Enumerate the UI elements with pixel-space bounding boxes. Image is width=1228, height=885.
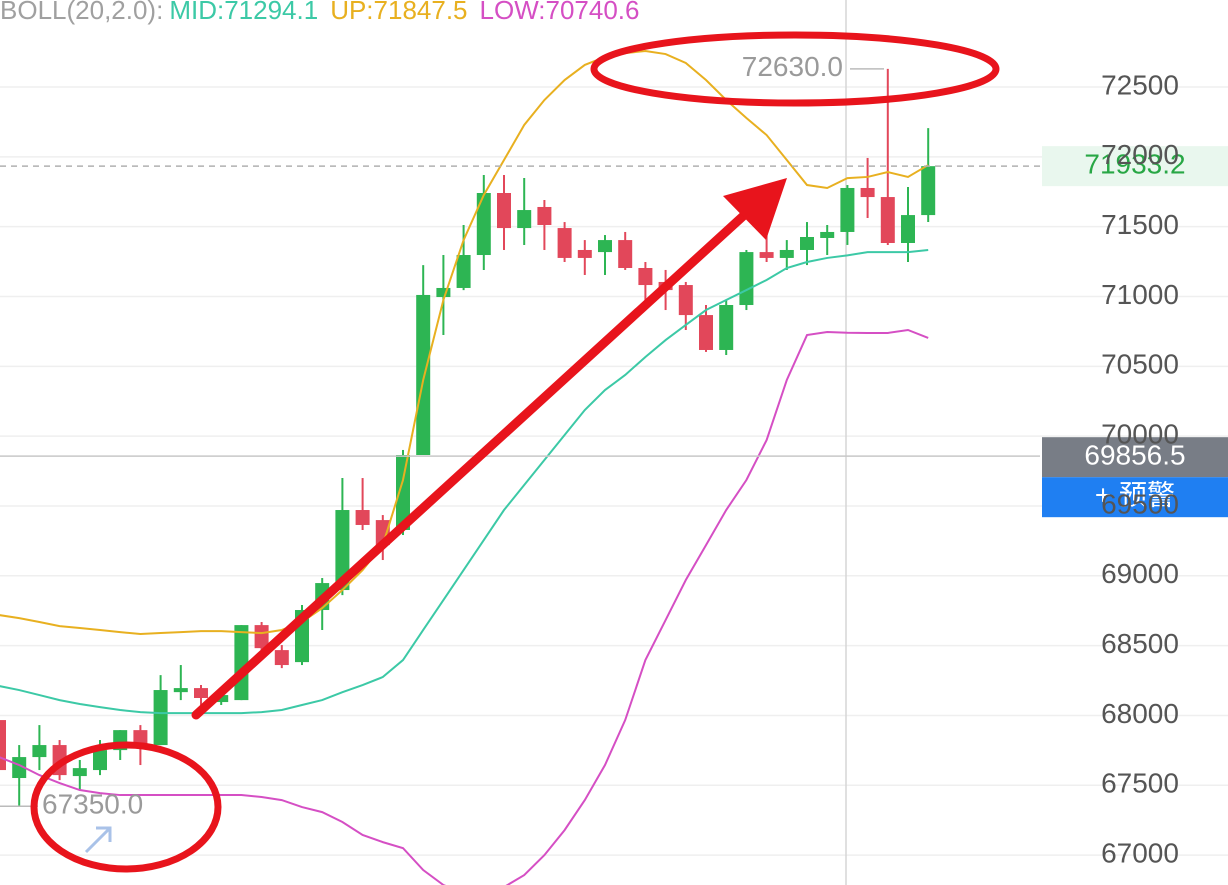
candle-body (699, 315, 713, 350)
candle-body (557, 228, 572, 258)
band-line (0, 328, 929, 885)
legend-entry: UP:71847.5 (330, 0, 467, 25)
candle-body (820, 231, 835, 238)
candle-body (133, 730, 148, 746)
y-tick-label: 70500 (1101, 349, 1179, 380)
crosshair-price-box (1042, 437, 1228, 478)
last-price-box (1042, 146, 1228, 187)
candle-body (517, 210, 532, 229)
candle-body (32, 745, 47, 758)
legend-entry: MID:71294.1 (169, 0, 318, 25)
candle-body (759, 252, 774, 258)
expand-icon[interactable] (84, 826, 112, 854)
y-tick-label: 71000 (1101, 279, 1179, 310)
candle-body (577, 249, 592, 258)
candle-body (779, 249, 794, 258)
min-price-label: 67350.0 (42, 789, 143, 820)
candle-body (274, 650, 289, 666)
candle-body (72, 768, 87, 777)
legend-entry: LOW:70740.6 (480, 0, 640, 25)
candle-body (173, 688, 188, 693)
candle-body (93, 750, 107, 771)
candle-body (739, 252, 754, 306)
candle-body (234, 625, 249, 701)
y-tick-label: 68500 (1101, 628, 1179, 659)
grid (0, 86, 1228, 856)
y-tick-label: 69500 (1101, 488, 1179, 519)
candle-body (860, 187, 875, 198)
candle-body (436, 287, 451, 298)
circle-annotation (30, 741, 222, 873)
y-tick-label: 69000 (1101, 558, 1179, 589)
candle-body (355, 510, 370, 525)
candle-body (456, 255, 471, 288)
candle-body (719, 305, 734, 350)
candle-body (880, 197, 895, 244)
y-axis: 67000 67500 68000 68500 69000 69500 70000 70500… (1101, 69, 1179, 868)
y-tick-label: 71500 (1101, 209, 1179, 240)
y-tick-label: 68000 (1101, 698, 1179, 729)
candle-body (598, 240, 612, 253)
candle-body (901, 215, 915, 244)
candle-body (214, 695, 229, 703)
crosshair-price-label: 69856.5 (1084, 440, 1185, 471)
candle-body (800, 236, 814, 250)
max-price-label: 72630.0 (742, 51, 843, 82)
candle-body (335, 510, 350, 591)
band-line (0, 49, 929, 636)
y-tick-label: 67000 (1101, 838, 1179, 869)
arrow-shaft (191, 203, 757, 720)
user-annotations (30, 31, 1000, 873)
candle-body (416, 294, 431, 455)
candle-body (254, 625, 269, 649)
candle-body (537, 206, 552, 225)
last-price-label: 71933.2 (1084, 149, 1185, 180)
indicator-label: BOLL(20,2.0): (0, 0, 163, 25)
y-tick-label: 72000 (1101, 139, 1179, 170)
candle-body (476, 193, 491, 256)
overlay: 72630.0 67350.0 71933.2 69856.5 + 预警 (0, 51, 1228, 820)
y-tick-label: 67500 (1101, 768, 1179, 799)
band-line (0, 248, 929, 715)
circle-annotation (590, 31, 1000, 107)
y-tick-label: 70000 (1101, 419, 1179, 450)
candle-body (497, 193, 511, 229)
candle-body (840, 187, 855, 232)
candle-body (153, 690, 168, 746)
candle-body (12, 757, 27, 779)
alert-button[interactable] (1042, 477, 1228, 518)
candle-body (618, 240, 633, 268)
candle-body (678, 285, 693, 316)
candle-body (638, 267, 653, 286)
candle-body (921, 166, 936, 216)
candle-body (0, 720, 6, 771)
y-tick-label: 72500 (1101, 69, 1179, 100)
alert-button-label[interactable]: + 预警 (1095, 480, 1175, 511)
arrow-head (723, 178, 787, 240)
candle-body (194, 688, 208, 699)
candle-body (396, 454, 410, 530)
indicator-header: BOLL(20,2.0): MID:71294.1 UP:71847.5 LOW:7… (0, 0, 639, 25)
